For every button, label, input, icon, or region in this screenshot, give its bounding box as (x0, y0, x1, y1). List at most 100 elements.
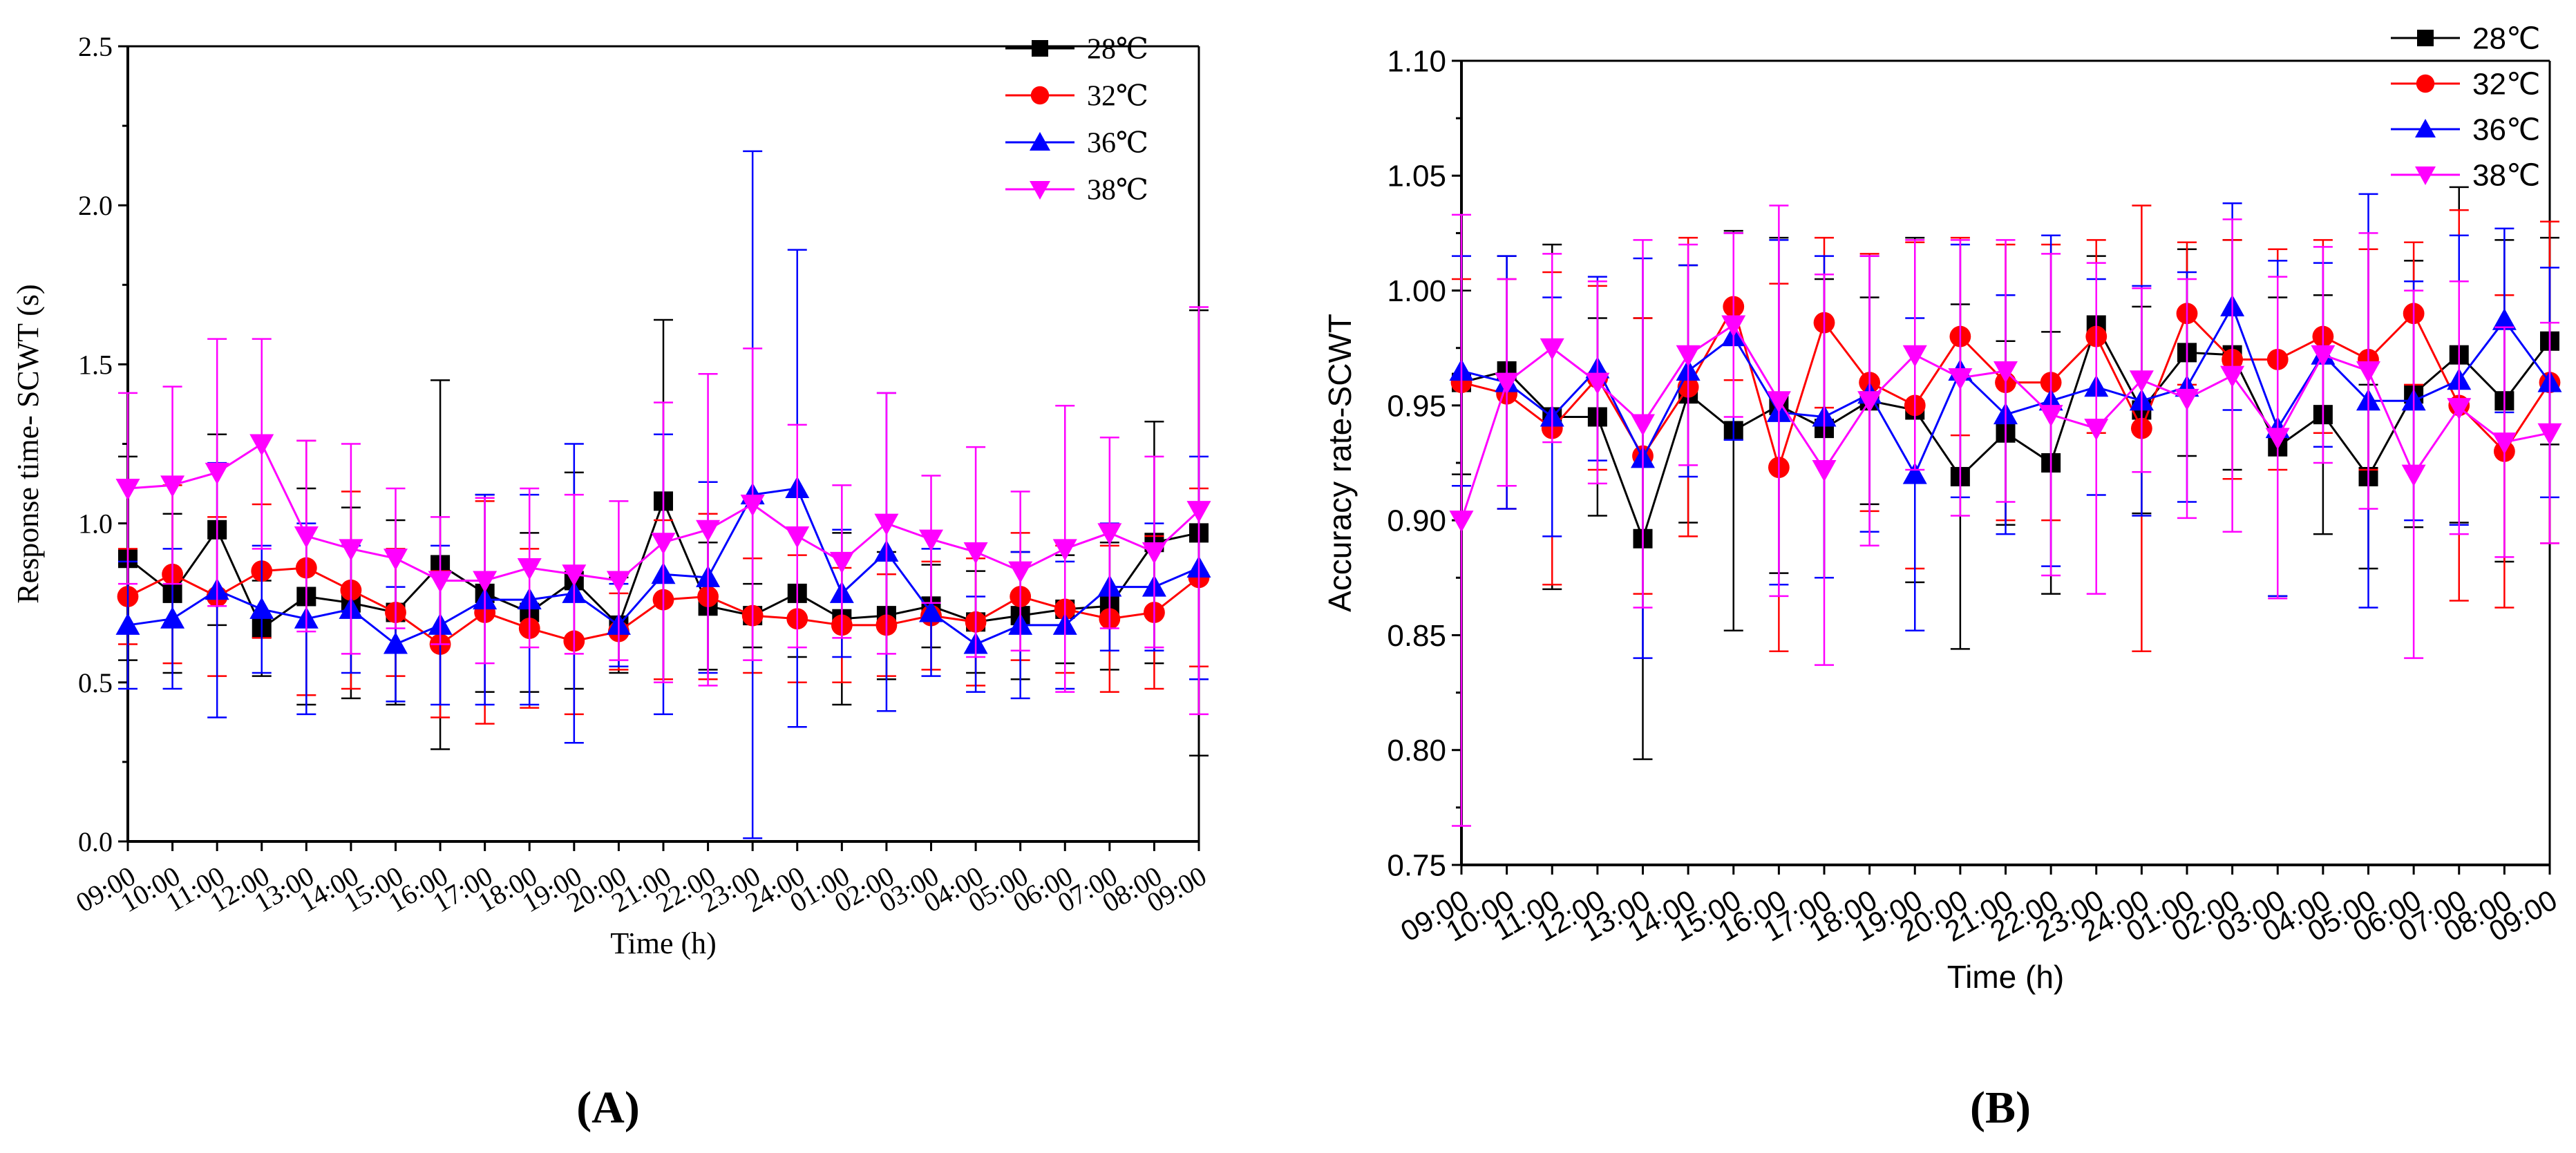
data-point (1449, 511, 1474, 533)
legend-label: 32℃ (2472, 67, 2540, 101)
legend-item: 38℃ (2391, 158, 2540, 192)
data-point (2447, 398, 2472, 420)
legend-label: 38℃ (1087, 175, 1148, 207)
data-point (2311, 345, 2336, 368)
data-point (517, 558, 542, 580)
legend-item: 32℃ (2391, 67, 2540, 101)
legend: 28℃ 32℃ 36℃ 38℃ (1005, 34, 1148, 207)
data-point (696, 520, 721, 542)
data-point (1097, 523, 1122, 545)
y-tick-label: 0.95 (1387, 389, 1446, 423)
x-axis-label: Time (h) (610, 926, 717, 960)
data-point (115, 613, 140, 635)
data-point (1902, 462, 1927, 484)
legend-item: 32℃ (1005, 81, 1148, 113)
legend-label: 36℃ (2472, 113, 2540, 146)
data-point (2129, 370, 2154, 392)
chart-panel-b: 0.750.800.850.900.951.001.051.1009:0010:… (1322, 21, 2563, 1133)
data-point (2492, 432, 2517, 455)
data-point (294, 526, 319, 549)
data-point (2401, 464, 2426, 487)
data-point (1766, 391, 1791, 413)
legend-label: 32℃ (1087, 81, 1148, 113)
data-point (1052, 539, 1077, 561)
y-tick-label: 0.75 (1387, 848, 1446, 882)
y-tick-label: 0.0 (78, 826, 113, 857)
data-point (1540, 338, 1564, 361)
data-point (1676, 345, 1701, 368)
legend-item: 28℃ (1005, 34, 1148, 66)
y-tick-label: 0.80 (1387, 734, 1446, 768)
y-tick-label: 0.85 (1387, 619, 1446, 653)
y-tick-label: 1.10 (1387, 44, 1446, 78)
data-point (1008, 561, 1033, 584)
y-tick-label: 2.5 (78, 31, 113, 62)
data-point (205, 462, 229, 485)
data-point (428, 571, 453, 593)
data-point (874, 513, 899, 536)
y-tick-label: 0.5 (78, 667, 113, 698)
legend-marker (2415, 166, 2436, 185)
chart-panel-a: 0.00.51.01.52.02.509:0010:0011:0012:0013… (11, 31, 1212, 1133)
legend-label: 36℃ (1087, 128, 1148, 160)
y-tick-label: 0.90 (1387, 504, 1446, 538)
legend-label: 28℃ (2472, 21, 2540, 55)
data-point (249, 597, 274, 619)
data-point (249, 434, 274, 456)
legend-marker (1030, 132, 1050, 151)
data-point (2084, 419, 2109, 441)
data-point (1993, 361, 2018, 383)
panel-label: (B) (1970, 1083, 2031, 1133)
y-axis-label: Accuracy rate-SCWT (1322, 314, 1358, 612)
legend-item: 36℃ (2391, 113, 2540, 146)
data-point (1902, 345, 1927, 368)
y-tick-label: 1.00 (1387, 274, 1446, 308)
legend-marker (2416, 74, 2435, 93)
y-axis-label: Response time- SCWT (s) (11, 284, 45, 603)
data-point (160, 475, 185, 497)
legend-marker (2415, 119, 2436, 137)
y-tick-label: 1.5 (78, 349, 113, 380)
data-point (651, 533, 676, 555)
data-point (2220, 365, 2245, 388)
legend-item: 36℃ (1005, 128, 1148, 160)
series-3 (115, 306, 1211, 716)
panel-label: (A) (576, 1083, 640, 1133)
legend-label: 28℃ (1087, 34, 1148, 66)
data-point (2175, 388, 2199, 411)
legend-marker (1030, 181, 1050, 200)
legend-item: 28℃ (2391, 21, 2540, 55)
series-3 (1449, 204, 2562, 827)
data-point (2265, 428, 2290, 450)
data-point (963, 542, 988, 564)
data-point (829, 551, 854, 574)
legend-marker (1030, 86, 1050, 105)
data-point (1186, 501, 1211, 523)
data-point (785, 526, 810, 549)
legend-marker (2417, 30, 2434, 46)
data-point (1948, 368, 1973, 390)
data-point (1812, 459, 1837, 482)
data-point (383, 549, 408, 571)
legend-label: 38℃ (2472, 158, 2540, 192)
data-point (2356, 361, 2380, 383)
y-tick-label: 2.0 (78, 190, 113, 221)
data-point (919, 600, 943, 622)
data-point (1857, 391, 1882, 413)
data-point (1721, 315, 1746, 337)
data-point (2492, 308, 2517, 330)
data-point (339, 539, 363, 561)
data-point (160, 607, 185, 629)
data-point (1495, 372, 1519, 395)
x-axis-label: Time (h) (1947, 959, 2065, 995)
y-tick-label: 1.05 (1387, 160, 1446, 193)
legend-marker (1032, 40, 1048, 57)
legend-item: 38℃ (1005, 175, 1148, 207)
data-point (562, 564, 587, 587)
data-point (115, 478, 140, 501)
data-point (1142, 542, 1166, 564)
legend: 28℃ 32℃ 36℃ 38℃ (2391, 21, 2540, 192)
data-point (740, 494, 765, 517)
data-point (919, 529, 943, 552)
data-point (473, 571, 498, 593)
